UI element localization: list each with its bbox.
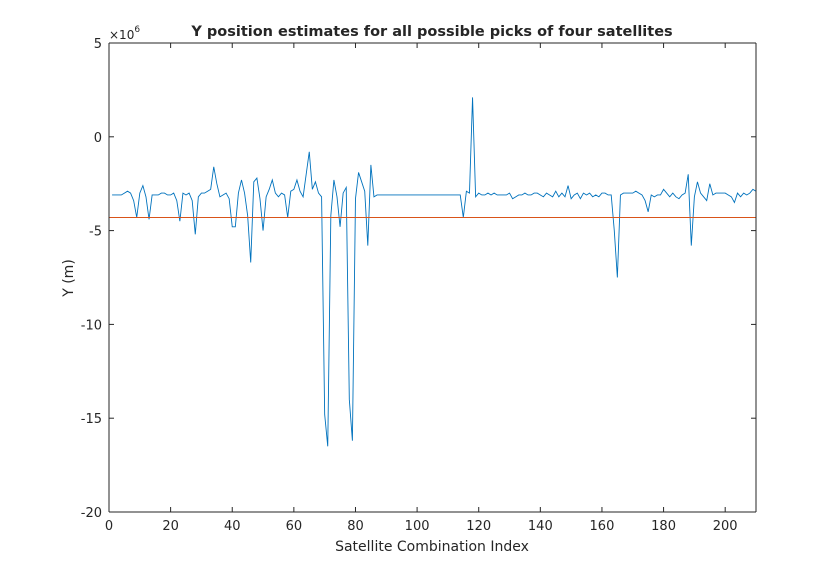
y-tick-label: -10 xyxy=(81,318,102,333)
x-tick-label: 60 xyxy=(286,519,303,534)
x-tick-label: 100 xyxy=(405,519,430,534)
plot-area xyxy=(109,43,756,512)
y-axis-exponent-base: ×10 xyxy=(109,28,134,42)
y-tick-label: -20 xyxy=(81,506,102,521)
x-tick-label: 120 xyxy=(466,519,491,534)
x-tick-label: 20 xyxy=(162,519,179,534)
x-tick-label: 180 xyxy=(651,519,676,534)
y-axis-label: Y (m) xyxy=(61,259,77,298)
x-tick-label: 140 xyxy=(528,519,553,534)
x-tick-label: 80 xyxy=(347,519,364,534)
series-line-1 xyxy=(112,97,757,447)
ticks-layer: 0 20 40 60 80 100 120 140 160 180 200 -20 -15 -10 -5 0 5 xyxy=(81,37,756,534)
x-tick-label: 40 xyxy=(224,519,241,534)
x-axis-label: Satellite Combination Index xyxy=(335,539,529,555)
series-layer xyxy=(109,97,757,447)
y-axis-exponent-power: 6 xyxy=(134,25,140,35)
x-tick-label: 200 xyxy=(713,519,738,534)
y-tick-label: -15 xyxy=(81,412,102,427)
x-tick-label: 160 xyxy=(590,519,615,534)
y-tick-label: 0 xyxy=(94,131,102,146)
y-axis-exponent: ×106 xyxy=(109,25,140,42)
chart-title: Y position estimates for all possible pi… xyxy=(190,24,672,40)
y-tick-label: 5 xyxy=(94,37,102,52)
x-tick-label: 0 xyxy=(105,519,113,534)
y-tick-label: -5 xyxy=(89,225,102,240)
axes-layer xyxy=(108,42,757,513)
